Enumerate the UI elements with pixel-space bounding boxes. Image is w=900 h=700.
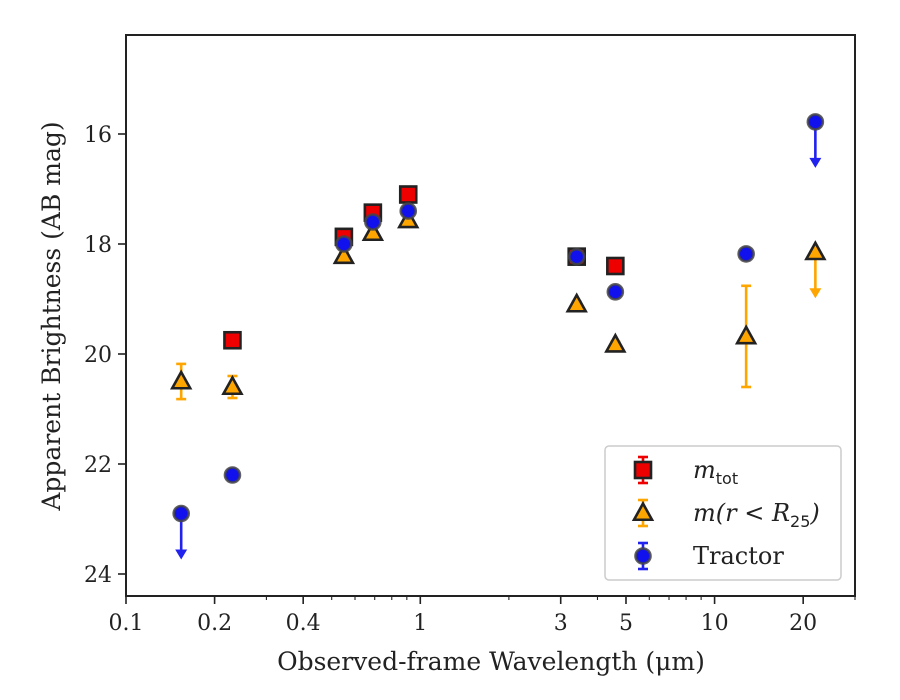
- x-tick-label: 0.1: [109, 611, 144, 636]
- y-tick-label: 20: [84, 343, 112, 368]
- legend-marker-square: [633, 460, 653, 480]
- y-tick-label: 24: [84, 563, 112, 588]
- data-point-triangle: [361, 220, 385, 242]
- upper-limit-arrow-head: [809, 157, 822, 168]
- x-tick-label: 0.4: [286, 611, 321, 636]
- series-square: [223, 185, 625, 350]
- x-tick-label: 1: [413, 611, 427, 636]
- x-tick-label: 20: [789, 611, 817, 636]
- plot-area: [125, 34, 856, 597]
- data-point-circle: [399, 202, 418, 220]
- y-axis-title: Apparent Brightness (AB mag): [37, 121, 66, 511]
- y-tick-label: 16: [84, 123, 112, 148]
- plot-frame: [125, 34, 856, 597]
- series-triangle: [169, 208, 827, 401]
- data-point-triangle: [565, 292, 588, 313]
- y-tick-label: 18: [84, 233, 112, 258]
- data-point-circle: [172, 504, 190, 523]
- upper-limit-arrow-head: [809, 288, 822, 299]
- legend-marker-triangle: [631, 500, 655, 522]
- data-point-circle: [335, 235, 353, 253]
- upper-limit-arrow-head: [175, 549, 188, 560]
- data-point-triangle: [734, 324, 758, 345]
- x-tick-label: 10: [701, 611, 729, 636]
- x-tick-label: 0.2: [197, 611, 232, 636]
- data-point-square: [606, 256, 625, 276]
- data-point-circle: [606, 283, 625, 301]
- data-point-triangle: [221, 374, 244, 396]
- x-tick-label: 5: [619, 611, 633, 636]
- data-point-triangle: [604, 332, 627, 353]
- data-point-square: [223, 330, 242, 350]
- data-point-circle: [806, 113, 825, 131]
- series-circle: [172, 113, 825, 560]
- legend-label: Tractor: [693, 542, 784, 570]
- data-point-circle: [567, 247, 586, 266]
- y-axis: 16 18 20 22 24: [84, 123, 126, 588]
- data-point-circle: [737, 245, 755, 263]
- data-point-triangle: [804, 240, 827, 261]
- data-point-triangle: [332, 243, 356, 265]
- data-point-square: [398, 185, 418, 204]
- legend-box: [604, 445, 842, 581]
- y-tick-label: 22: [84, 453, 112, 478]
- x-tick-label: 3: [554, 611, 568, 636]
- data-point-circle: [364, 213, 382, 231]
- x-axis: 0.1 0.2 0.4 1 3 5 10 20: [109, 596, 856, 636]
- data-point-triangle: [169, 369, 193, 390]
- x-axis-title: Observed-frame Wavelength (μm): [277, 647, 705, 676]
- data-point-circle: [223, 466, 242, 484]
- legend-marker-circle: [634, 547, 652, 565]
